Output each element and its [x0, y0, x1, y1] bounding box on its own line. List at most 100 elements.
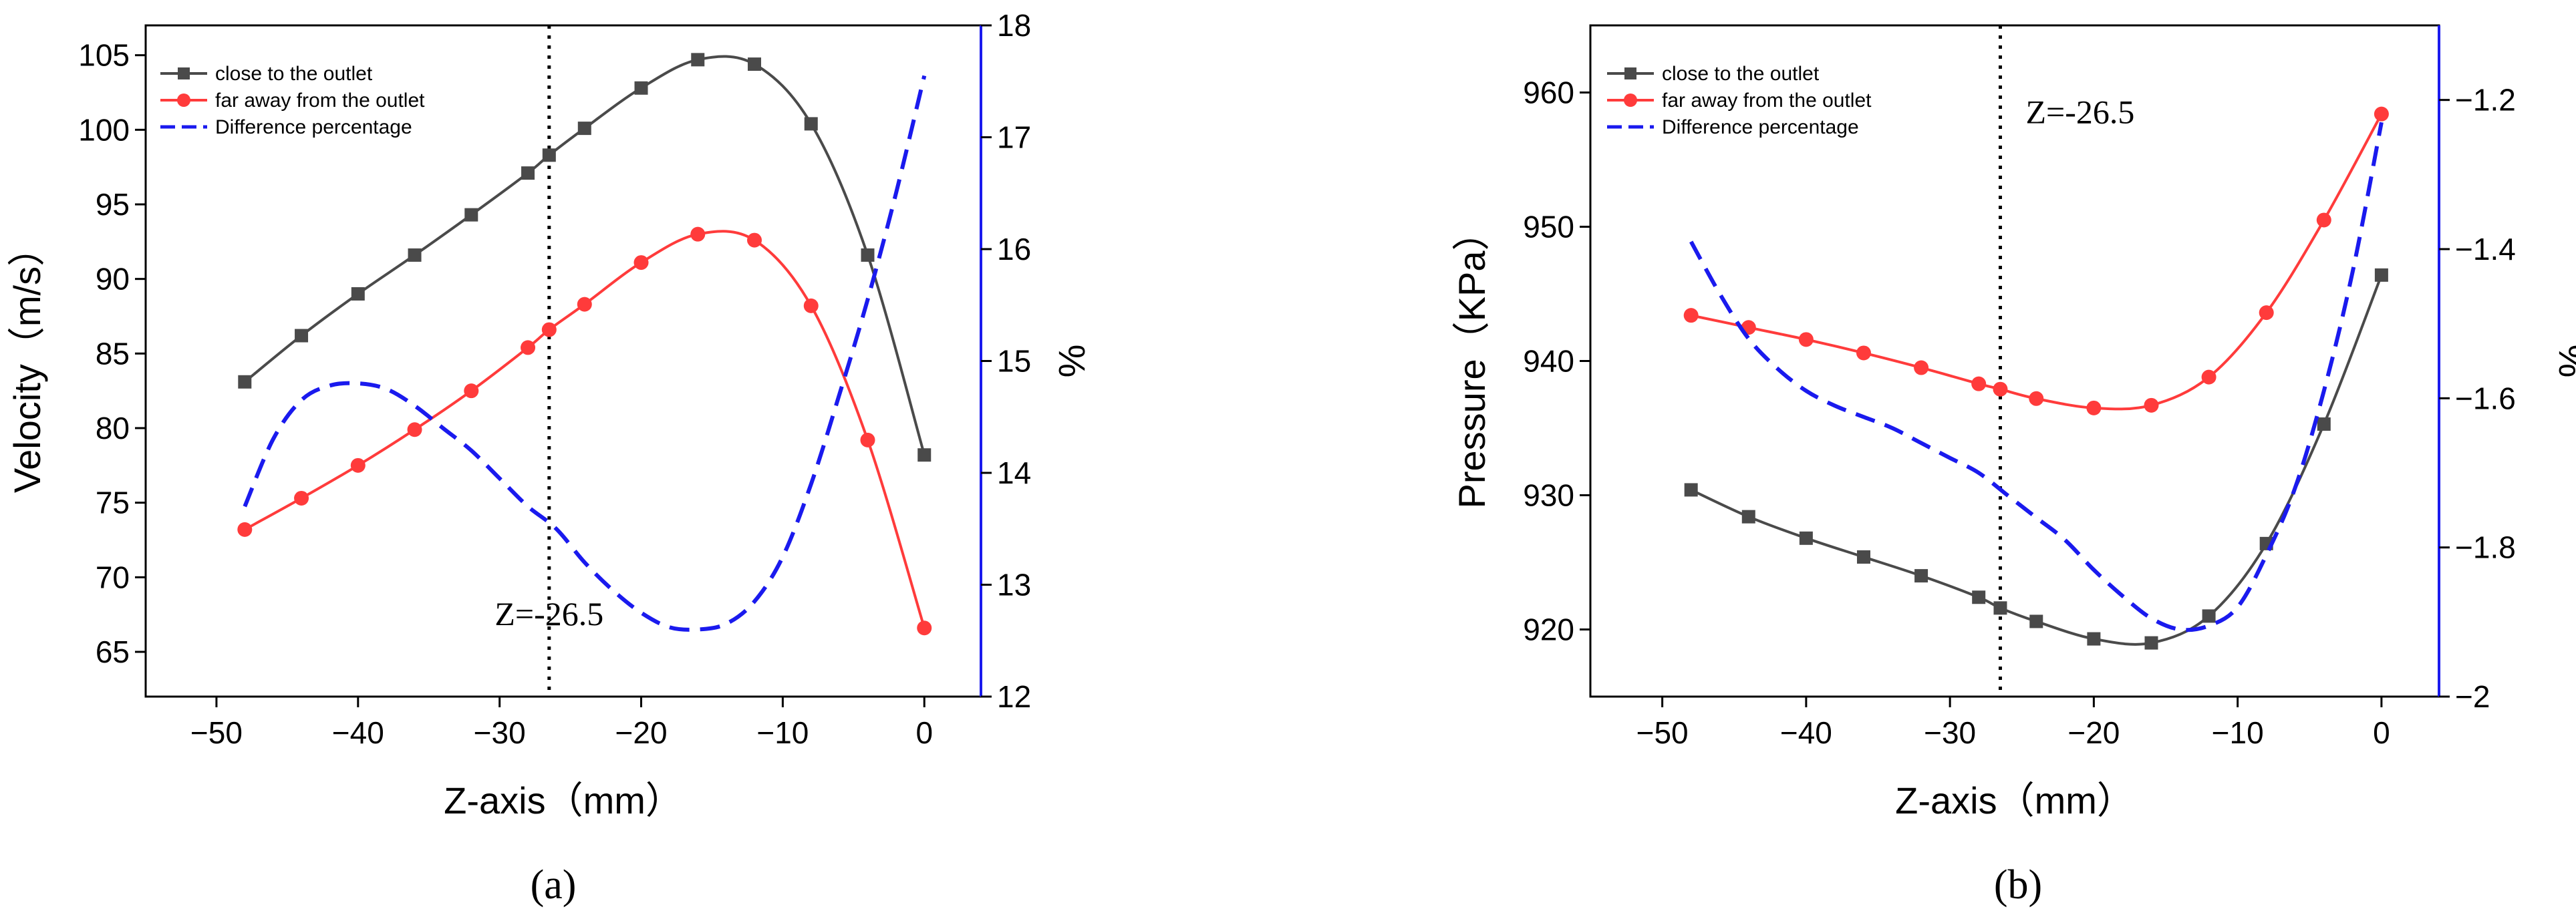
chart-a-point-far: [747, 232, 762, 248]
chart-a-point-far: [521, 340, 536, 355]
chart-a-point-close: [861, 248, 875, 262]
chart-a-y2-tick-label: 12: [997, 679, 1031, 714]
chart-b-point-far: [1971, 376, 1987, 391]
chart-b-point-close: [1684, 483, 1698, 497]
chart-a-y-tick-label: 70: [96, 560, 130, 594]
chart-b-x-axis-label: Z-axis（mm）: [1895, 779, 2134, 821]
chart-b-y-axis-label: Pressure（KPa）: [1451, 214, 1493, 509]
chart-a-x-tick-label: −20: [615, 715, 668, 750]
chart-a-point-far: [407, 422, 422, 437]
chart-a-x-tick-label: 0: [915, 715, 933, 750]
chart-b-y-tick-label: 930: [1523, 478, 1574, 513]
chart-a-point-far: [917, 620, 932, 636]
chart-a-y-tick-label: 85: [96, 336, 130, 371]
chart-a-legend: close to the outlet far away from the ou…: [160, 63, 425, 138]
chart-b-x-tick-label: −50: [1636, 715, 1689, 750]
chart-b-y2-tick-label: −1.2: [2455, 83, 2516, 118]
chart-a-series-difference-line: [243, 75, 927, 632]
chart-a-y-tick-label: 100: [78, 112, 130, 147]
chart-b-y-tick-label: 950: [1523, 210, 1574, 244]
chart-a-point-close: [351, 287, 365, 301]
chart-a-point-far: [464, 383, 479, 399]
chart-a-y-axis-label: Velocity（m/s）: [6, 229, 48, 493]
chart-b-point-far: [1993, 381, 2008, 397]
chart-a-point-close: [804, 117, 818, 131]
chart-b-y2-tick-label: −2: [2455, 679, 2490, 714]
chart-a-point-far: [633, 255, 649, 270]
chart-b-y-ticks: 920 930 940 950 960: [1523, 75, 1590, 647]
chart-a-series: [237, 53, 932, 636]
chart-b-point-close: [2202, 609, 2216, 623]
chart-b-point-far: [2201, 369, 2216, 385]
chart-a-legend-marker-far: [177, 94, 190, 107]
chart-a-y-tick-label: 65: [96, 634, 130, 669]
chart-b-point-close: [1914, 569, 1928, 583]
chart-b-y2-ticks: −2 −1.8 −1.6 −1.4 −1.2: [2439, 83, 2516, 714]
chart-b-legend-label-far: far away from the outlet: [1662, 89, 1872, 112]
chart-b-y-tick-label: 920: [1523, 612, 1574, 647]
chart-a-legend-marker-close: [178, 67, 190, 79]
chart-b-series-close-line: [1690, 274, 2383, 646]
chart-b-legend-label-diff: Difference percentage: [1662, 116, 1859, 138]
chart-b-legend-marker-far: [1624, 94, 1637, 107]
chart-b-x-tick-label: −30: [1924, 715, 1976, 750]
chart-b-annotation: Z=-26.5: [2025, 94, 2134, 131]
chart-a-y-tick-label: 75: [96, 486, 130, 520]
chart-a-legend-label-close: close to the outlet: [215, 63, 373, 85]
chart-b-point-far: [2086, 400, 2102, 415]
chart-a-y2-tick-label: 16: [997, 232, 1031, 266]
chart-a-point-far: [350, 457, 366, 473]
chart-b-series: [1683, 106, 2389, 650]
chart-b-point-close: [1856, 550, 1870, 564]
chart-a-y2-ticks: 12 13 14 15 16 17 18: [981, 8, 1031, 714]
chart-a-x-axis-label: Z-axis（mm）: [444, 779, 683, 821]
chart-a-point-close: [238, 375, 252, 389]
chart-a-y-ticks: 65 70 75 80 85 90 95 100 105: [78, 38, 146, 669]
chart-a-y2-tick-label: 18: [997, 8, 1031, 43]
chart-a-legend-label-far: far away from the outlet: [215, 89, 425, 112]
chart-b-legend: close to the outlet far away from the ou…: [1607, 63, 1872, 138]
chart-a-x-tick-label: −50: [190, 715, 243, 750]
chart-b-x-ticks: −50 −40 −30 −20 −10 0: [1636, 697, 2390, 750]
chart-a-point-close: [577, 122, 591, 136]
chart-a-legend-label-diff: Difference percentage: [215, 116, 412, 138]
chart-a-point-far: [860, 432, 875, 447]
chart-b-x-tick-label: −20: [2067, 715, 2120, 750]
chart-a-point-close: [634, 81, 648, 95]
chart-a-series-far-line: [244, 230, 926, 628]
chart-a: −50 −40 −30 −20 −10 0 65 70 75 80 85 90 95 100 105 12…: [6, 8, 1093, 908]
chart-b-x-tick-label: −40: [1780, 715, 1832, 750]
chart-b-point-far: [1798, 332, 1814, 347]
chart-a-x-tick-label: −40: [332, 715, 384, 750]
chart-b-y2-axis-label: %: [2551, 345, 2576, 378]
chart-a-point-close: [408, 248, 422, 262]
chart-a-y-tick-label: 80: [96, 411, 130, 445]
chart-a-y2-axis-label: %: [1051, 345, 1093, 378]
chart-a-x-tick-label: −30: [474, 715, 526, 750]
chart-a-point-far: [803, 298, 819, 313]
chart-b-point-close: [1993, 601, 2007, 615]
chart-b-y2-tick-label: −1.6: [2455, 381, 2516, 415]
chart-b-point-close: [2317, 417, 2331, 431]
chart-b-point-close: [2029, 614, 2043, 628]
chart-a-point-close: [521, 166, 535, 180]
chart-b-point-far: [1856, 345, 1871, 361]
chart-a-point-close: [464, 208, 478, 222]
chart-a-point-far: [577, 297, 592, 312]
chart-b-y-tick-label: 940: [1523, 344, 1574, 379]
chart-a-panel-label: (a): [531, 862, 577, 908]
chart-a-point-far: [690, 226, 706, 242]
chart-a-point-close: [295, 329, 309, 343]
chart-b-panel-label: (b): [1994, 862, 2042, 908]
chart-a-point-close: [542, 148, 556, 162]
chart-b-point-close: [2144, 636, 2158, 650]
chart-a-y2-tick-label: 15: [997, 344, 1031, 379]
chart-b-point-far: [2259, 305, 2274, 321]
chart-b-point-far: [2316, 212, 2331, 228]
chart-b-point-far: [1683, 308, 1699, 323]
chart-b-point-far: [2374, 106, 2389, 122]
chart-a-y-tick-label: 105: [78, 38, 130, 73]
chart-b-point-close: [2374, 268, 2388, 282]
chart-b-y2-tick-label: −1.8: [2455, 530, 2516, 565]
chart-b-point-close: [2087, 632, 2101, 646]
